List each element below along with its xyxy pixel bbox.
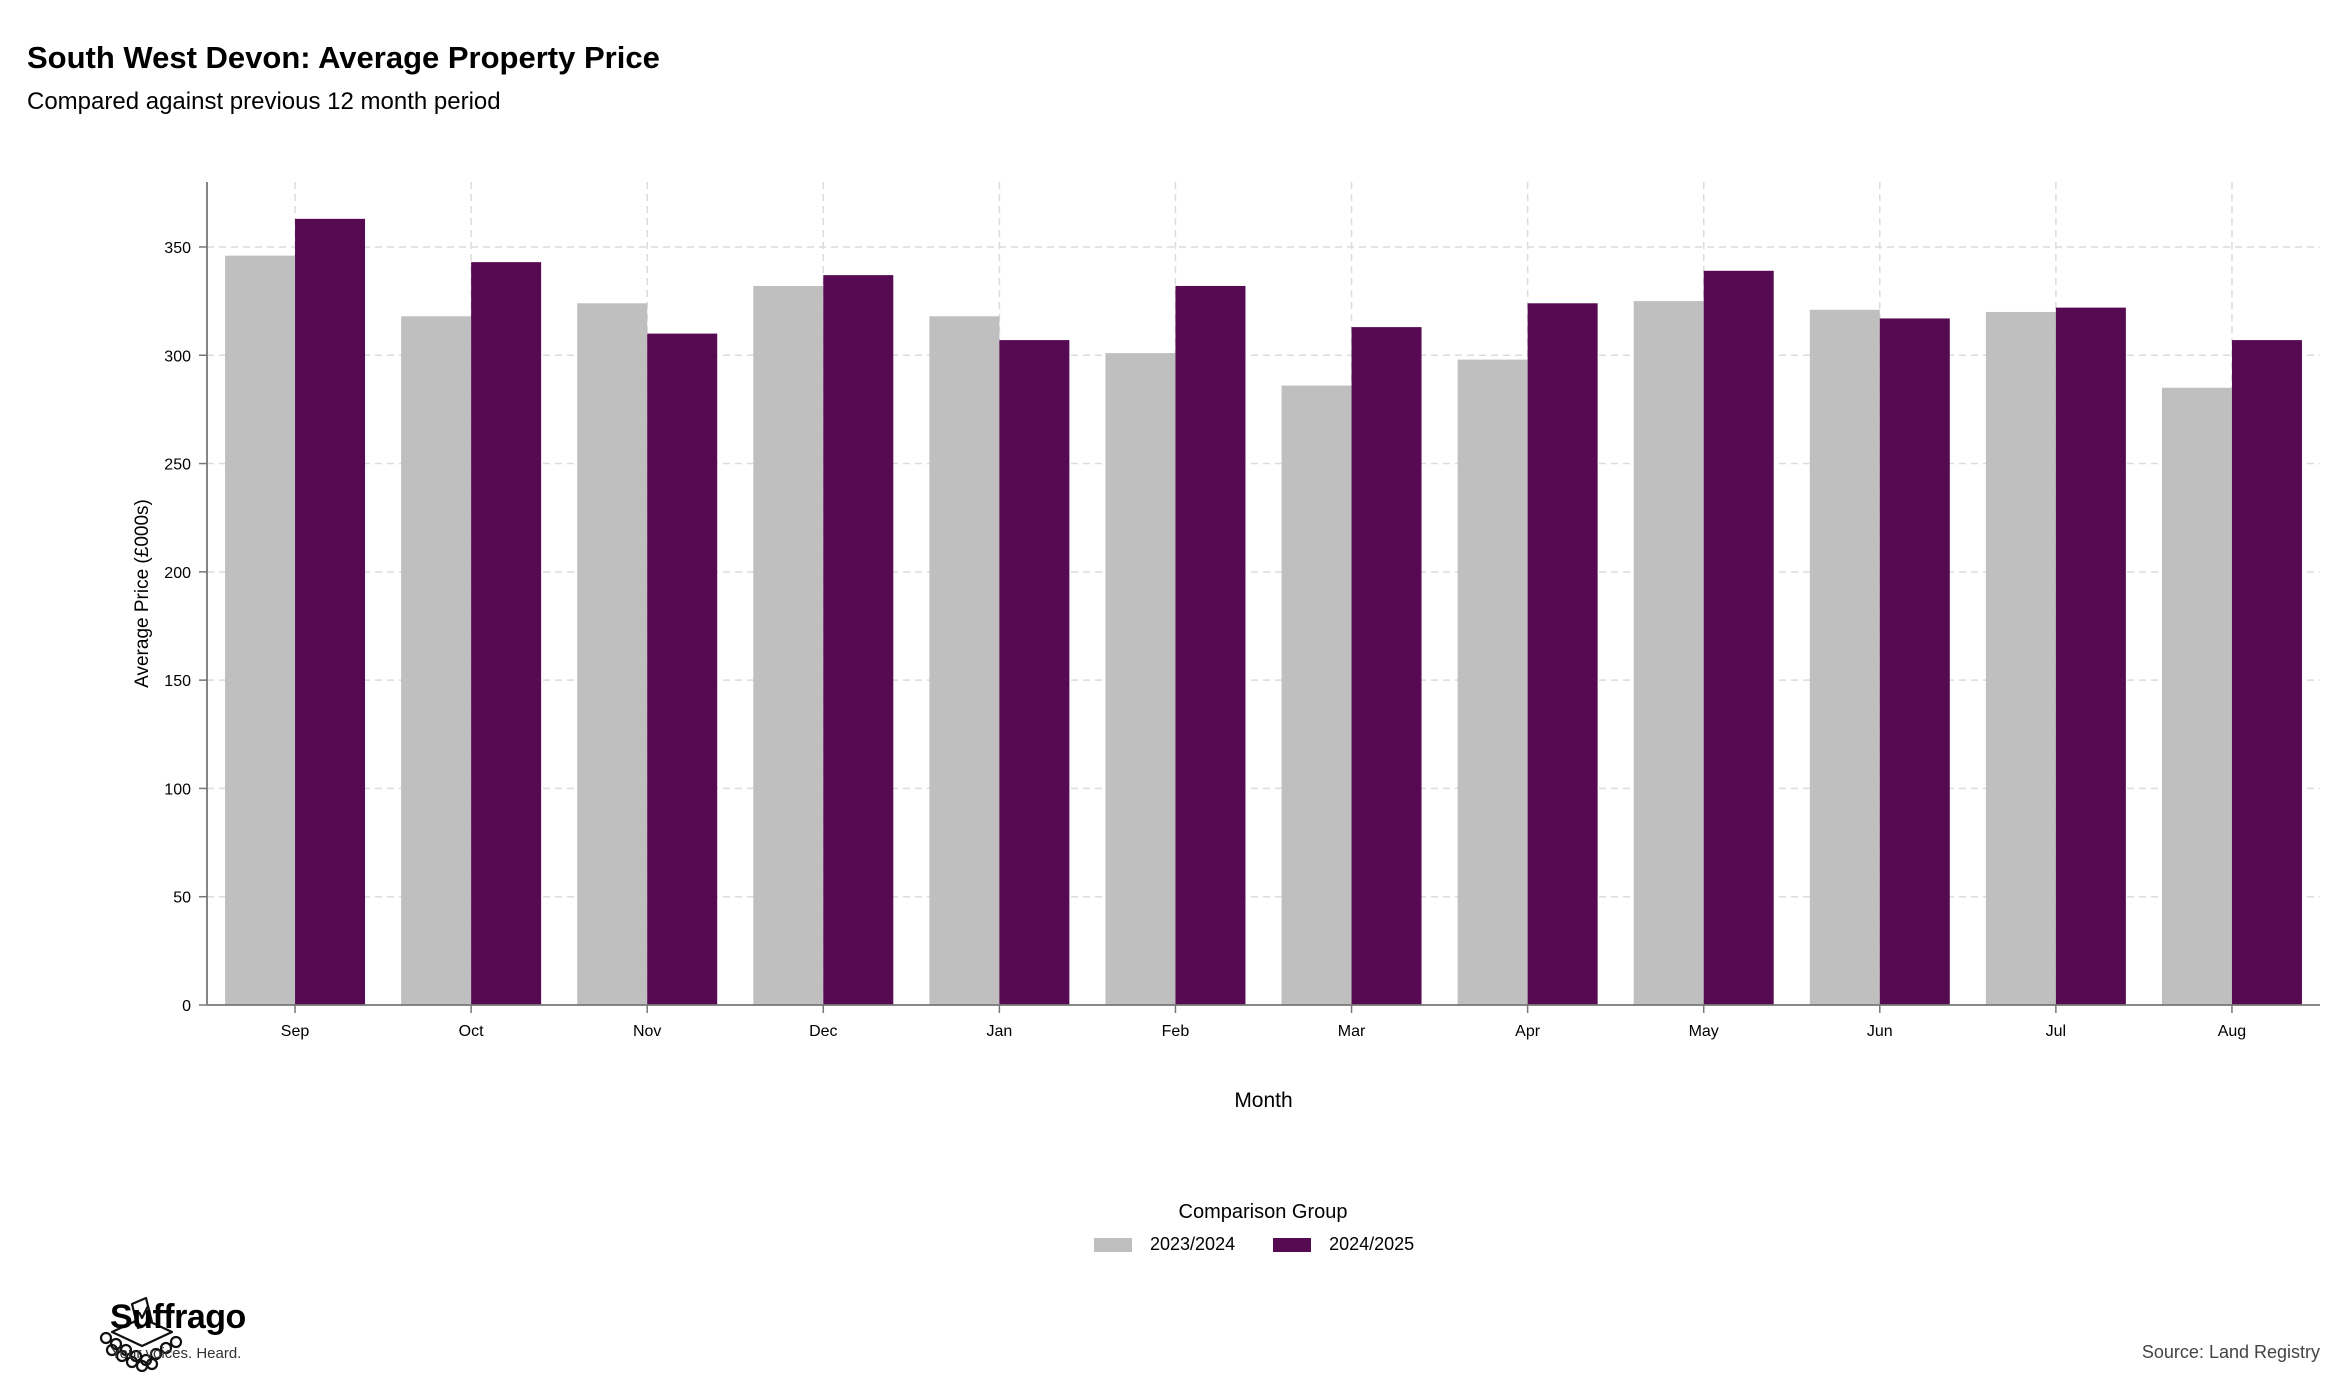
bar [2231,340,2302,1005]
legend-item-2023-2024: 2023/2024 [1094,1234,1235,1255]
legend-title: Comparison Group [1178,1201,1348,1223]
y-tick-label: 0 [182,998,191,1015]
x-tick-label: Sep [281,1023,310,1040]
x-tick-label: Nov [633,1023,661,1040]
bar [753,285,824,1005]
bar [401,316,472,1006]
x-axis-title: Month [1234,1089,1292,1112]
bar [1527,303,1598,1006]
legend: 2023/2024 2024/2025 [1094,1234,1452,1255]
y-tick-label: 150 [164,673,191,690]
bar-chart: 0 50 100 150 200 250 300 350 Sep Oct Nov Dec Jan Feb M… [132,182,2320,1112]
y-tick-label: 200 [164,565,191,582]
chart-subtitle: Compared against previous 12 month perio… [27,88,501,115]
y-tick-label: 250 [164,457,191,474]
y-tick-label: 350 [164,240,191,257]
x-tick-label: Jul [2046,1023,2066,1040]
bar [1879,318,1950,1006]
bar [1457,359,1528,1005]
legend-label-2023-2024: 2023/2024 [1150,1234,1236,1254]
legend-swatch-2023-2024 [1094,1237,1132,1252]
y-tick-label: 300 [164,348,191,365]
x-tick-label: Mar [1338,1023,1366,1040]
brand-name: Suffrago [110,1298,246,1336]
bar [1703,270,1774,1005]
bar [1281,385,1352,1005]
bar [1633,301,1704,1005]
bar [1809,309,1880,1005]
legend-item-2024-2025: 2024/2025 [1273,1234,1414,1255]
bar [823,275,894,1006]
bar [577,303,648,1006]
x-tick-label: Oct [459,1023,484,1040]
x-tick-label: Dec [809,1023,837,1040]
y-tick-label: 50 [173,890,191,907]
y-tick-label: 100 [164,781,191,798]
ballot-box-logo-icon [99,1296,183,1372]
bar [295,218,366,1005]
x-tick-label: May [1689,1023,1719,1040]
bar [929,316,1000,1006]
bar [1175,285,1246,1005]
bar [1985,311,2056,1005]
chart-title: South West Devon: Average Property Price [27,40,660,75]
source-note: Source: Land Registry [2141,1342,2320,1362]
x-tick-label: Jun [1867,1023,1893,1040]
bar [1351,327,1422,1005]
bar [471,262,542,1005]
legend-label-2024-2025: 2024/2025 [1329,1234,1415,1254]
brand-tagline: Your voices. Heard. [111,1345,242,1362]
x-tick-label: Apr [1515,1023,1541,1040]
x-tick-label: Aug [2218,1023,2246,1040]
x-tick-label: Feb [1162,1023,1190,1040]
bar [1105,353,1176,1005]
y-axis-title: Average Price (£000s) [132,499,153,688]
bar [999,340,1070,1005]
bar [2055,307,2126,1005]
bar [2161,387,2232,1005]
legend-swatch-2024-2025 [1273,1237,1312,1252]
x-tick-label: Jan [986,1023,1012,1040]
bar [225,255,296,1005]
bar [647,333,718,1006]
